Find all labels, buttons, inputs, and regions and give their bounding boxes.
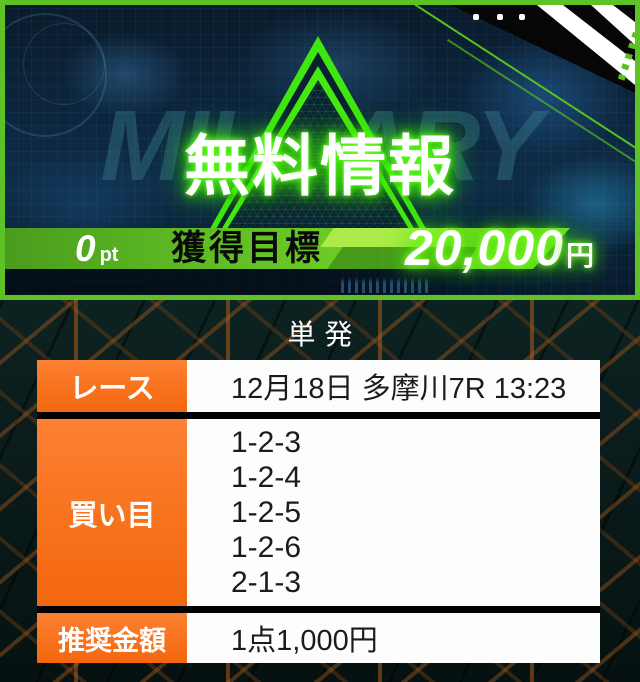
dots-decoration bbox=[473, 14, 543, 22]
banner-title: 無料情報 bbox=[184, 129, 456, 203]
bets-row: 買い目 1-2-3 1-2-4 1-2-5 1-2-6 2-1-3 bbox=[37, 419, 600, 606]
bet-line: 1-2-6 bbox=[231, 531, 302, 564]
bet-line: 1-2-4 bbox=[231, 461, 302, 494]
race-row: レース 12月18日 多摩川7R 13:23 bbox=[37, 360, 600, 412]
race-label-cell: レース bbox=[37, 360, 187, 412]
free-info-banner[interactable]: MILITARY 無料情報 0pt 獲得目標 20,000円 bbox=[0, 0, 640, 300]
section-heading: 単発 bbox=[287, 319, 362, 350]
goal-amount: 20,000 bbox=[405, 220, 564, 276]
points-unit: pt bbox=[99, 244, 119, 266]
points-value: 0 bbox=[75, 228, 96, 269]
points-band: 0 pt 獲得目標 bbox=[5, 228, 570, 269]
bet-line: 2-1-3 bbox=[231, 566, 302, 599]
bets-value-cell: 1-2-3 1-2-4 1-2-5 1-2-6 2-1-3 bbox=[187, 419, 600, 606]
bet-info-table: レース 12月18日 多摩川7R 13:23 買い目 1-2-3 1-2-4 1… bbox=[37, 360, 600, 663]
bets-label-cell: 買い目 bbox=[37, 419, 187, 606]
goal-currency: 円 bbox=[565, 240, 594, 271]
goal-amount-display: 20,000円 bbox=[405, 219, 594, 277]
equalizer-decoration bbox=[341, 277, 431, 293]
bet-line: 1-2-5 bbox=[231, 496, 302, 529]
neon-triangle bbox=[188, 36, 448, 268]
points-display: 0 pt bbox=[75, 228, 118, 269]
amount-value-cell: 1点1,000円 bbox=[187, 613, 600, 663]
hud-circle-icon bbox=[5, 13, 107, 137]
amount-label-cell: 推奨金額 bbox=[37, 613, 187, 663]
hud-circle-inner-icon bbox=[23, 23, 105, 105]
red-dot-decoration bbox=[349, 169, 358, 178]
bet-line: 1-2-3 bbox=[231, 426, 302, 459]
amount-row: 推奨金額 1点1,000円 bbox=[37, 613, 600, 663]
goal-label: 獲得目標 bbox=[171, 229, 324, 268]
bet-info-section: 単発 レース 12月18日 多摩川7R 13:23 買い目 1-2-3 1-2-… bbox=[0, 300, 640, 682]
race-value-cell: 12月18日 多摩川7R 13:23 bbox=[187, 360, 600, 412]
band-shadow bbox=[5, 269, 565, 295]
